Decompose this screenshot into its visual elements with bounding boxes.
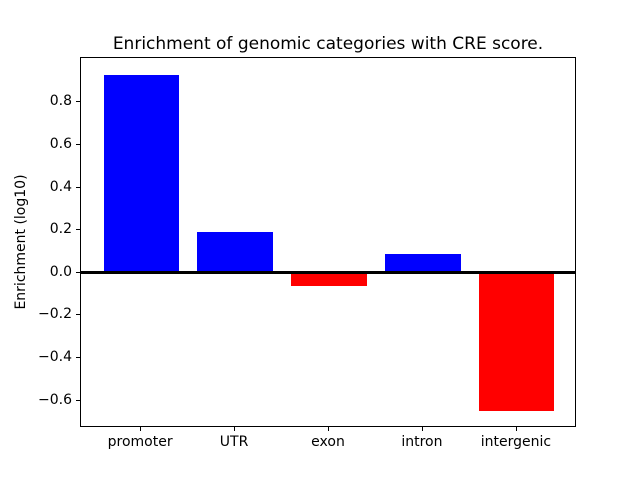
plot-area — [80, 57, 576, 427]
zero-axis-line — [81, 271, 575, 275]
x-tick-mark — [421, 427, 423, 431]
y-tick-mark — [76, 186, 80, 188]
x-tick-mark — [328, 427, 329, 431]
x-tick-label-promoter: promoter — [107, 434, 173, 450]
x-tick-mark — [234, 427, 236, 431]
y-tick-mark — [76, 314, 80, 316]
y-tick-label: 0.2 — [49, 221, 72, 238]
x-tick-label-UTR: UTR — [219, 434, 249, 450]
y-tick-mark — [76, 399, 80, 401]
y-tick-mark — [76, 101, 80, 103]
y-tick-label: 0.6 — [49, 136, 72, 153]
x-tick-label-exon: exon — [311, 434, 345, 450]
y-tick-mark — [76, 229, 80, 231]
y-tick-label: −0.6 — [38, 391, 72, 408]
y-tick-mark — [76, 271, 80, 273]
y-tick-label: 0.0 — [49, 263, 72, 280]
y-tick-label: 0.8 — [49, 93, 72, 110]
bar-exon — [291, 272, 367, 286]
y-axis-label: Enrichment (log10) — [13, 174, 29, 310]
y-tick-mark — [76, 356, 80, 358]
y-tick-label: −0.4 — [38, 348, 72, 365]
y-tick-label: 0.4 — [49, 178, 72, 195]
y-tick-mark — [76, 144, 80, 146]
y-tick-label: −0.2 — [38, 306, 72, 323]
bar-promoter — [103, 74, 179, 273]
x-tick-mark — [515, 427, 517, 431]
x-tick-mark — [140, 427, 142, 431]
x-tick-label-intron: intron — [401, 434, 443, 450]
bar-intergenic — [479, 272, 555, 412]
chart-title: Enrichment of genomic categories with CR… — [112, 34, 544, 54]
bar-UTR — [197, 232, 273, 273]
bar-intron — [385, 253, 461, 273]
x-tick-label-intergenic: intergenic — [480, 434, 552, 450]
